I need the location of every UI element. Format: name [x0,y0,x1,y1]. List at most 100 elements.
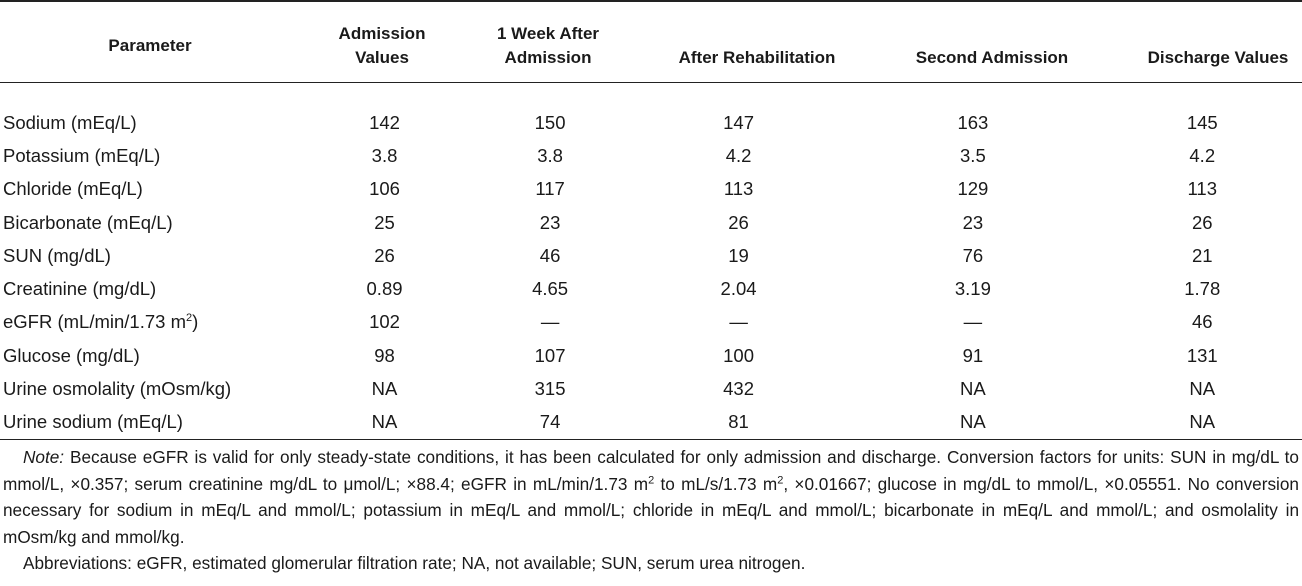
value-cell: 46 [1191,311,1213,333]
table-row: Glucose (mg/dL) 98 107 100 91 131 [0,339,1302,372]
value-cell: NA [1189,378,1216,400]
parameter-cell: Bicarbonate (mEq/L) [0,206,303,239]
value-cell: 74 [539,411,561,433]
table-row: Urine osmolality (mOsm/kg) NA 315 432 NA NA [0,372,1302,405]
value-cell: 98 [374,344,395,366]
value-cell: 432 [723,378,754,400]
parameter-name: Potassium (mEq/L) [3,144,161,166]
table-header-rule [0,82,1302,83]
value-cell: 76 [962,244,984,266]
value-cell: NA [960,378,986,400]
abbreviations-footnote: Abbreviations: eGFR, estimated glomerula… [23,553,806,573]
table-bottom-rule [0,439,1302,440]
value-cell: 150 [534,111,566,133]
header-1-week-after: 1 Week After Admission [464,22,632,70]
header-second-admission: Second Admission [862,46,1122,70]
value-cell: NA [371,411,398,433]
value-cell: 4.2 [725,144,752,166]
parameter-cell: Creatinine (mg/dL) [0,272,303,305]
note-text-part2: to mL/s/1.73 m [654,473,778,494]
header-second-admission-label: Second Admission [915,48,1069,67]
value-cell: 100 [723,344,754,366]
value-cell: 3.8 [537,144,563,166]
value-cell: 113 [1187,178,1218,200]
header-parameter-label: Parameter [108,36,192,55]
table-row: Bicarbonate (mEq/L) 25 23 26 23 26 [0,206,1302,239]
value-cell: 26 [374,244,395,266]
value-cell: 23 [962,211,984,233]
value-cell: 117 [535,178,565,200]
value-cell: 315 [534,378,566,400]
value-cell: 81 [728,411,749,433]
parameter-name: Bicarbonate (mEq/L) [3,211,173,233]
value-cell: 3.8 [371,144,398,166]
value-cell: 46 [539,244,561,266]
value-cell: 26 [728,211,749,233]
value-cell: 91 [962,344,984,366]
table-row: eGFR (mL/min/1.73 m2) 102 — — — 46 [0,306,1302,339]
parameter-name: Glucose (mg/dL) [3,344,140,366]
value-cell: 147 [723,111,754,133]
value-cell: 113 [723,178,754,200]
value-cell: 106 [369,178,400,200]
value-cell: 25 [374,211,395,233]
value-cell: 163 [957,111,989,133]
table-body: Sodium (mEq/L) 142 150 147 163 145 Potassium (… [0,106,1302,439]
value-cell: 142 [369,111,400,133]
value-cell: 26 [1191,211,1213,233]
table-note: Note: Because eGFR is valid for only ste… [3,444,1299,550]
value-cell: NA [960,411,986,433]
header-after-rehabilitation: After Rehabilitation [632,46,882,70]
value-cell: 4.65 [532,278,569,300]
header-admission-line1: Admission [338,24,426,43]
note-superscript-1: 2 [648,473,655,486]
value-cell: NA [1189,411,1216,433]
parameter-name: Urine osmolality (mOsm/kg) [3,378,232,400]
parameter-name: Chloride (mEq/L) [3,178,143,200]
parameter-cell: eGFR (mL/min/1.73 m2) [0,306,303,339]
note-text-part1: Because eGFR is valid for only steady-st… [3,447,1299,494]
parameter-name: Sodium (mEq/L) [3,111,137,133]
parameter-name: SUN (mg/dL) [3,244,111,266]
value-cell: — [963,311,983,333]
value-cell: — [729,311,748,333]
value-cell: 2.04 [720,278,757,300]
value-cell: 102 [369,311,400,333]
parameter-cell: Urine sodium (mEq/L) [0,406,303,439]
parameter-suffix: ) [192,311,199,333]
value-cell: 19 [728,244,749,266]
parameter-name: Urine sodium (mEq/L) [3,411,183,433]
note-text-part3: , ×0.01667; glucose in mg/dL to mmol/L, … [3,473,1299,547]
header-discharge-label: Discharge Values [1147,48,1289,67]
parameter-cell: Glucose (mg/dL) [0,339,303,372]
header-admission-line2: Values [355,48,409,67]
lab-values-table: Sodium (mEq/L) 142 150 147 163 145 Potassium (… [0,106,1302,439]
table-row: Potassium (mEq/L) 3.8 3.8 4.2 3.5 4.2 [0,139,1302,172]
table-row: Creatinine (mg/dL) 0.89 4.65 2.04 3.19 1.78 [0,272,1302,305]
parameter-cell: Sodium (mEq/L) [0,106,303,139]
value-cell: 0.89 [366,278,403,300]
value-cell: 145 [1186,111,1218,133]
value-cell: — [540,311,560,333]
parameter-name: Creatinine (mg/dL) [3,278,157,300]
parameter-name: eGFR (mL/min/1.73 m [3,311,186,333]
header-discharge-values: Discharge Values [1118,46,1302,70]
table-row: Chloride (mEq/L) 106 117 113 129 113 [0,173,1302,206]
header-1-week-line1: 1 Week After [496,24,600,43]
parameter-cell: SUN (mg/dL) [0,239,303,272]
value-cell: 129 [957,178,989,200]
parameter-cell: Potassium (mEq/L) [0,139,303,172]
value-cell: NA [371,378,398,400]
parameter-cell: Urine osmolality (mOsm/kg) [0,372,303,405]
parameter-cell: Chloride (mEq/L) [0,173,303,206]
value-cell: 3.19 [954,278,991,300]
note-superscript-2: 2 [777,473,784,486]
value-cell: 1.78 [1184,278,1221,300]
value-cell: 23 [539,211,561,233]
header-1-week-line2: Admission [504,48,592,67]
parameter-superscript: 2 [186,312,193,325]
table-row: Urine sodium (mEq/L) NA 74 81 NA NA [0,406,1302,439]
value-cell: 4.2 [1189,144,1216,166]
value-cell: 21 [1191,244,1213,266]
header-admission-values: Admission Values [300,22,464,70]
